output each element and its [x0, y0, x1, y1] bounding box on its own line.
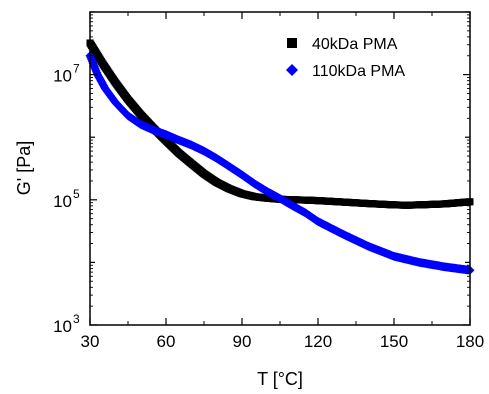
x-tick-label: 180 [456, 332, 484, 351]
y-tick-label-exponent: 5 [73, 187, 80, 201]
legend-label: 110kDa PMA [312, 63, 405, 80]
data-layer [85, 39, 475, 275]
x-tick-label: 90 [233, 332, 252, 351]
x-tick-label: 150 [380, 332, 408, 351]
legend-label: 40kDa PMA [312, 36, 398, 53]
y-tick-label: 10 [53, 317, 72, 336]
plot-area-frame [89, 11, 471, 326]
y-tick-label: 10 [53, 67, 72, 86]
y-tick-label-exponent: 7 [73, 62, 80, 76]
legend-marker-diamond [286, 64, 298, 76]
y-tick-label-exponent: 3 [73, 312, 80, 326]
legend-marker-square [287, 38, 297, 48]
x-tick-label: 120 [304, 332, 332, 351]
series-black-squares [86, 39, 474, 209]
x-tick-label: 30 [81, 332, 100, 351]
x-axis-title: T [°C] [257, 369, 303, 389]
series-blue-diamonds [85, 51, 475, 275]
y-tick-label: 10 [53, 192, 72, 211]
legend: 40kDa PMA 110kDa PMA [286, 36, 405, 80]
y-axis-title: G' [Pa] [14, 141, 34, 195]
x-tick-label: 60 [157, 332, 176, 351]
